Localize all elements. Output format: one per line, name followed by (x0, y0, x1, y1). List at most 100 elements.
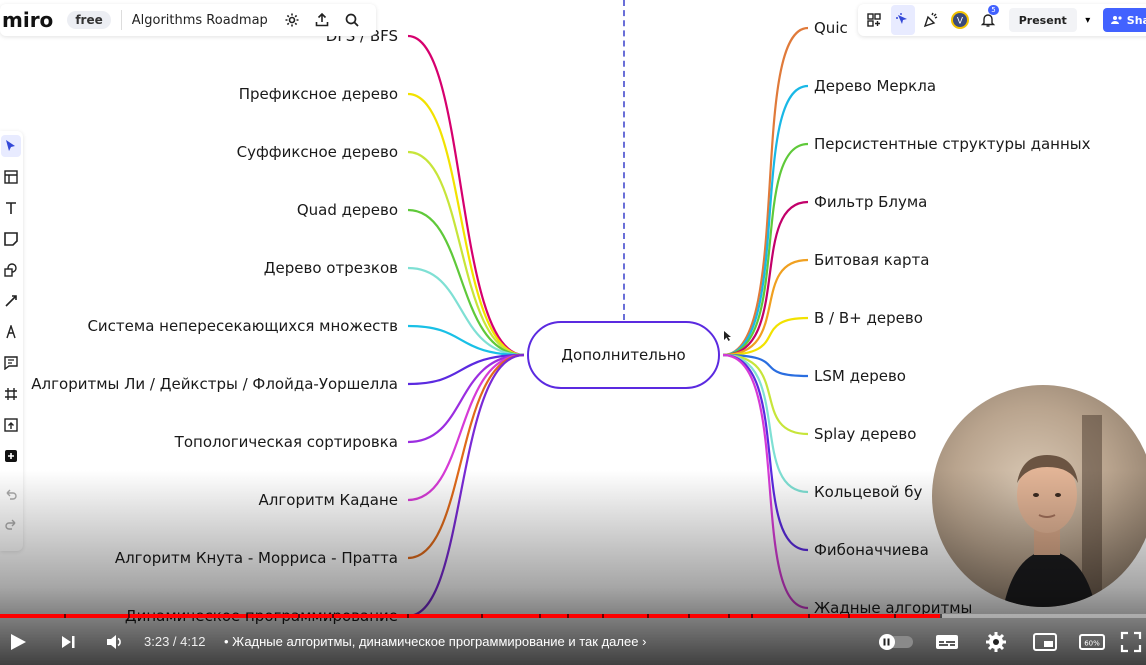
chapter-marker (807, 614, 810, 618)
mindmap-left-node[interactable]: Суффиксное дерево (236, 143, 398, 161)
miro-top-bar: miro free Algorithms Roadmap (0, 4, 376, 36)
mindmap-right-node[interactable]: LSM дерево (814, 367, 906, 385)
present-button[interactable]: Present (1008, 8, 1077, 32)
template-icon[interactable] (1, 166, 21, 188)
shapes-icon[interactable] (1, 259, 21, 281)
mindmap-left-node[interactable]: Quad дерево (296, 201, 398, 219)
mindmap-right-node[interactable]: Splay дерево (814, 425, 917, 443)
pen-icon[interactable] (1, 321, 21, 343)
mindmap-right-node[interactable]: Дерево Меркла (814, 77, 937, 95)
left-connector (407, 353, 525, 560)
chapter-marker (406, 614, 409, 618)
chapter-marker (332, 614, 335, 618)
chapter-marker (893, 614, 896, 618)
mindmap-right-node[interactable]: Персистентные структуры данных (814, 135, 1091, 153)
avatar-letter: V (957, 17, 964, 27)
reactions-icon[interactable] (862, 5, 887, 35)
right-connector (722, 258, 809, 357)
pointer-icon[interactable] (1, 135, 21, 157)
dashed-divider (623, 0, 625, 320)
mindmap-right-node[interactable]: Фильтр Блума (814, 193, 928, 211)
right-connector (722, 142, 809, 357)
users-icon (1110, 16, 1122, 24)
right-connector (722, 26, 809, 357)
chapter-marker (647, 614, 650, 618)
mindmap-left-node[interactable]: Дерево отрезков (263, 259, 398, 277)
mindmap-right-node[interactable]: Фибоначчиева (814, 541, 929, 559)
chapter-marker (727, 614, 730, 618)
mindmap-left-node[interactable]: Система непересекающихся множеств (87, 317, 398, 335)
next-icon[interactable] (56, 622, 80, 662)
text-icon[interactable] (1, 197, 21, 219)
right-connector (722, 200, 809, 357)
chapter-marker (848, 614, 851, 618)
right-connector (722, 84, 809, 357)
chapter-marker (64, 614, 67, 618)
left-connector (407, 353, 525, 386)
chapter-marker (601, 614, 604, 618)
avatar-icon[interactable]: V (948, 5, 973, 35)
chapter-marker (687, 614, 690, 618)
miniplayer-icon[interactable] (1028, 622, 1064, 662)
autoplay-toggle-icon[interactable] (876, 622, 916, 662)
undo-icon[interactable] (1, 483, 21, 505)
upload-icon[interactable] (1, 414, 21, 436)
left-connector (407, 353, 525, 444)
share-button[interactable]: Sha (1102, 8, 1146, 32)
right-connector (722, 353, 809, 378)
left-connector (407, 266, 525, 357)
play-icon[interactable] (4, 622, 32, 662)
presenter-image (1003, 415, 1102, 607)
mindmap-right-node[interactable]: Битовая карта (814, 251, 930, 269)
miro-tools-panel (0, 131, 23, 551)
upload-icon[interactable] (308, 6, 336, 34)
bell-icon[interactable]: 5 (976, 5, 1001, 35)
time-display: 3:23 / 4:12 (144, 634, 206, 649)
mindmap-left-node[interactable]: Префиксное дерево (238, 85, 398, 103)
mindmap-right-node[interactable]: B / B+ дерево (814, 309, 923, 327)
chapter-marker (128, 614, 131, 618)
sticky-note-icon[interactable] (1, 228, 21, 250)
add-icon[interactable] (1, 445, 21, 467)
settings-icon[interactable] (278, 6, 306, 34)
select-cursor-icon[interactable] (890, 5, 916, 35)
chapter-marker (750, 614, 753, 618)
mouse-cursor-icon (724, 331, 731, 341)
chevron-down-icon[interactable]: ▾ (1085, 14, 1091, 26)
chapter-marker (481, 614, 484, 618)
mindmap-left-node[interactable]: Алгоритмы Ли / Дейкстры / Флойда-Уоршелл… (31, 375, 398, 393)
mindmap-left-node[interactable]: Топологическая сортировка (174, 433, 398, 451)
frame-icon[interactable] (1, 383, 21, 405)
left-connector (407, 324, 525, 357)
mindmap-left-node[interactable]: Алгоритм Кнута - Морриса - Пратта (114, 549, 398, 567)
center-node-label: Дополнительно (561, 346, 686, 364)
chapter-marker (538, 614, 541, 618)
progress-bar[interactable] (0, 614, 1146, 618)
chapter-marker (567, 614, 570, 618)
miro-logo[interactable]: miro (2, 8, 54, 32)
left-connector (407, 92, 525, 357)
search-icon[interactable] (338, 6, 366, 34)
chapter-title[interactable]: • Жадные алгоритмы, динамическое програм… (224, 634, 647, 649)
notification-count: 5 (988, 5, 999, 15)
chapter-marker (246, 614, 249, 618)
celebrate-icon[interactable] (919, 5, 944, 35)
mindmap-right-node[interactable]: Кольцевой бу (814, 483, 923, 501)
mindmap-center-node[interactable]: Дополнительно (527, 321, 720, 389)
board-title[interactable]: Algorithms Roadmap (131, 12, 268, 28)
right-connector (722, 353, 809, 610)
comment-icon[interactable] (1, 352, 21, 374)
settings-icon[interactable] (980, 622, 1012, 662)
mindmap-right-node[interactable]: Quic (814, 19, 848, 37)
volume-icon[interactable] (102, 622, 126, 662)
line-icon[interactable] (1, 290, 21, 312)
plan-badge[interactable]: free (67, 11, 111, 29)
redo-icon[interactable] (1, 513, 21, 535)
subtitles-icon[interactable] (930, 622, 964, 662)
theater-label: 60% (1084, 640, 1100, 648)
theater-icon[interactable]: 60% (1076, 622, 1108, 662)
mindmap-left-node[interactable]: Алгоритм Кадане (258, 491, 398, 509)
left-connector (407, 353, 525, 502)
progress-bar-fill (0, 614, 940, 618)
fullscreen-icon[interactable] (1116, 622, 1146, 662)
